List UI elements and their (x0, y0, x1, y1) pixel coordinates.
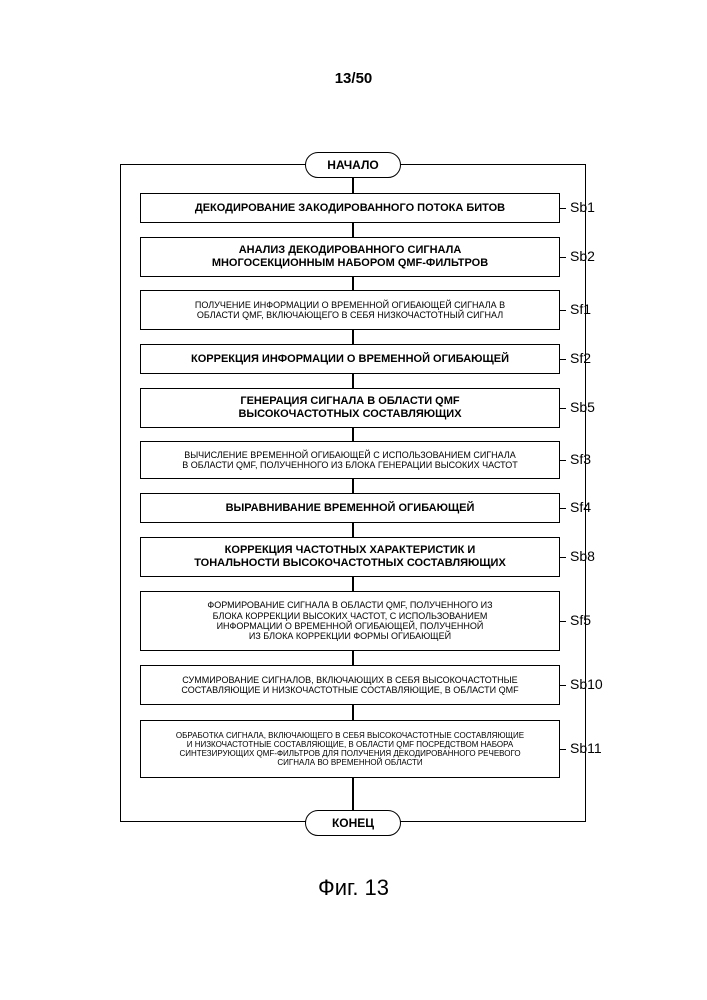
flow-step: ВЫРАВНИВАНИЕ ВРЕМЕННОЙ ОГИБАЮЩЕЙ (140, 493, 560, 523)
flow-step: ДЕКОДИРОВАНИЕ ЗАКОДИРОВАННОГО ПОТОКА БИТ… (140, 193, 560, 223)
label-tick (560, 508, 566, 509)
label-tick (560, 208, 566, 209)
label-tick (560, 685, 566, 686)
step-label: Sb1 (570, 199, 595, 215)
page-root: 13/50 НАЧАЛО ДЕКОДИРОВАНИЕ ЗАКОДИРОВАННО… (0, 0, 707, 1000)
flow-step: КОРРЕКЦИЯ ИНФОРМАЦИИ О ВРЕМЕННОЙ ОГИБАЮЩ… (140, 344, 560, 374)
step-label: Sf5 (570, 612, 591, 628)
flow-step: АНАЛИЗ ДЕКОДИРОВАННОГО СИГНАЛА МНОГОСЕКЦ… (140, 237, 560, 277)
step-label: Sb2 (570, 248, 595, 264)
label-tick (560, 310, 566, 311)
step-label: Sf3 (570, 451, 591, 467)
step-label: Sb10 (570, 676, 603, 692)
flow-step: ГЕНЕРАЦИЯ СИГНАЛА В ОБЛАСТИ QMF ВЫСОКОЧА… (140, 388, 560, 428)
page-number: 13/50 (0, 70, 707, 87)
flow-step: КОРРЕКЦИЯ ЧАСТОТНЫХ ХАРАКТЕРИСТИК И ТОНА… (140, 537, 560, 577)
terminator-start: НАЧАЛО (305, 152, 401, 178)
flow-step: ПОЛУЧЕНИЕ ИНФОРМАЦИИ О ВРЕМЕННОЙ ОГИБАЮЩ… (140, 290, 560, 330)
step-label: Sf2 (570, 350, 591, 366)
label-tick (560, 359, 566, 360)
flow-step: ВЫЧИСЛЕНИЕ ВРЕМЕННОЙ ОГИБАЮЩЕЙ С ИСПОЛЬЗ… (140, 441, 560, 479)
step-label: Sb8 (570, 548, 595, 564)
flow-step: ФОРМИРОВАНИЕ СИГНАЛА В ОБЛАСТИ QMF, ПОЛУ… (140, 591, 560, 651)
flow-step: СУММИРОВАНИЕ СИГНАЛОВ, ВКЛЮЧАЮЩИХ В СЕБЯ… (140, 665, 560, 705)
label-tick (560, 621, 566, 622)
figure-caption: Фиг. 13 (0, 875, 707, 901)
step-label: Sf4 (570, 499, 591, 515)
label-tick (560, 749, 566, 750)
terminator-end: КОНЕЦ (305, 810, 401, 836)
label-tick (560, 460, 566, 461)
step-label: Sb11 (570, 740, 602, 756)
label-tick (560, 557, 566, 558)
step-label: Sf1 (570, 301, 591, 317)
label-tick (560, 257, 566, 258)
label-tick (560, 408, 566, 409)
flow-step: ОБРАБОТКА СИГНАЛА, ВКЛЮЧАЮЩЕГО В СЕБЯ ВЫ… (140, 720, 560, 778)
step-label: Sb5 (570, 399, 595, 415)
